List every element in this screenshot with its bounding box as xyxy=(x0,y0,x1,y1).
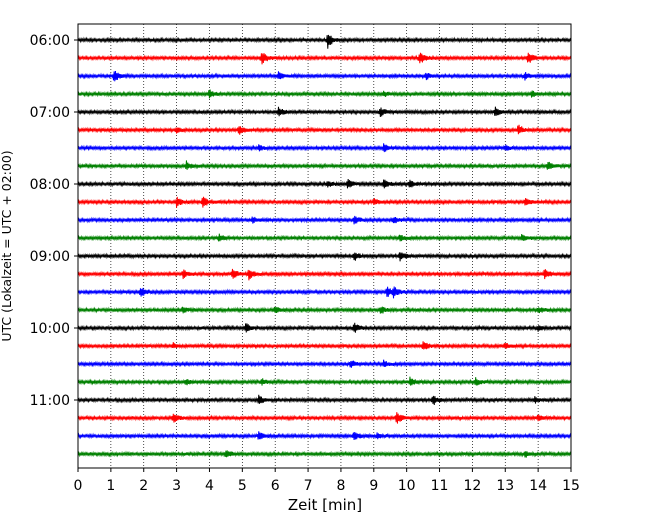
trace-row xyxy=(77,89,572,99)
trace-row xyxy=(77,160,572,170)
y-tick-label: 10:00 xyxy=(30,321,70,337)
plot-frame xyxy=(77,23,572,469)
trace-row xyxy=(77,196,572,208)
trace-row xyxy=(77,268,572,281)
trace-row xyxy=(77,341,572,350)
y-tick-label: 07:00 xyxy=(30,105,70,121)
trace-row xyxy=(77,394,572,406)
x-tick-label: 9 xyxy=(369,478,378,494)
x-axis-label: Zeit [min] xyxy=(288,496,362,514)
x-tick-label: 7 xyxy=(304,478,313,494)
trace-row xyxy=(77,359,572,368)
trace-row xyxy=(77,178,572,189)
y-axis-ticks: 06:00 07:00 08:00 09:00 10:00 11:00 xyxy=(30,33,78,409)
x-tick-label: 12 xyxy=(463,478,481,494)
trace-row xyxy=(77,412,572,424)
x-axis-ticks: 0 1 2 3 4 5 6 7 8 9 10 11 12 13 14 15 xyxy=(74,468,580,494)
trace-row xyxy=(77,106,572,117)
trace-row xyxy=(77,233,572,242)
x-tick-label: 15 xyxy=(562,478,580,494)
x-tick-label: 2 xyxy=(139,478,148,494)
trace-row xyxy=(77,450,572,458)
trace-row xyxy=(77,71,572,82)
trace-row xyxy=(77,34,572,49)
trace-row xyxy=(77,124,572,135)
seismic-traces xyxy=(77,34,572,458)
trace-row xyxy=(77,286,572,299)
trace-row xyxy=(77,322,572,333)
trace-row xyxy=(77,143,572,153)
y-tick-label: 11:00 xyxy=(30,393,70,409)
x-tick-label: 5 xyxy=(238,478,247,494)
x-tick-label: 6 xyxy=(271,478,280,494)
y-tick-label: 06:00 xyxy=(30,33,70,49)
y-axis-label: UTC (Lokalzeit = UTC + 02:00) xyxy=(0,150,14,341)
x-tick-label: 0 xyxy=(74,478,83,494)
x-tick-label: 3 xyxy=(172,478,181,494)
x-tick-label: 13 xyxy=(496,478,514,494)
x-tick-label: 4 xyxy=(205,478,214,494)
trace-row xyxy=(77,431,572,441)
trace-row xyxy=(77,215,572,225)
x-tick-label: 10 xyxy=(398,478,416,494)
trace-row xyxy=(77,376,572,386)
x-tick-label: 14 xyxy=(529,478,547,494)
y-tick-label: 08:00 xyxy=(30,177,70,193)
x-tick-label: 11 xyxy=(431,478,449,494)
x-tick-label: 8 xyxy=(336,478,345,494)
grid-lines xyxy=(110,24,539,468)
trace-row xyxy=(77,52,572,65)
x-tick-label: 1 xyxy=(106,478,115,494)
trace-row xyxy=(77,306,572,314)
y-tick-label: 09:00 xyxy=(30,249,70,265)
trace-row xyxy=(77,252,572,262)
